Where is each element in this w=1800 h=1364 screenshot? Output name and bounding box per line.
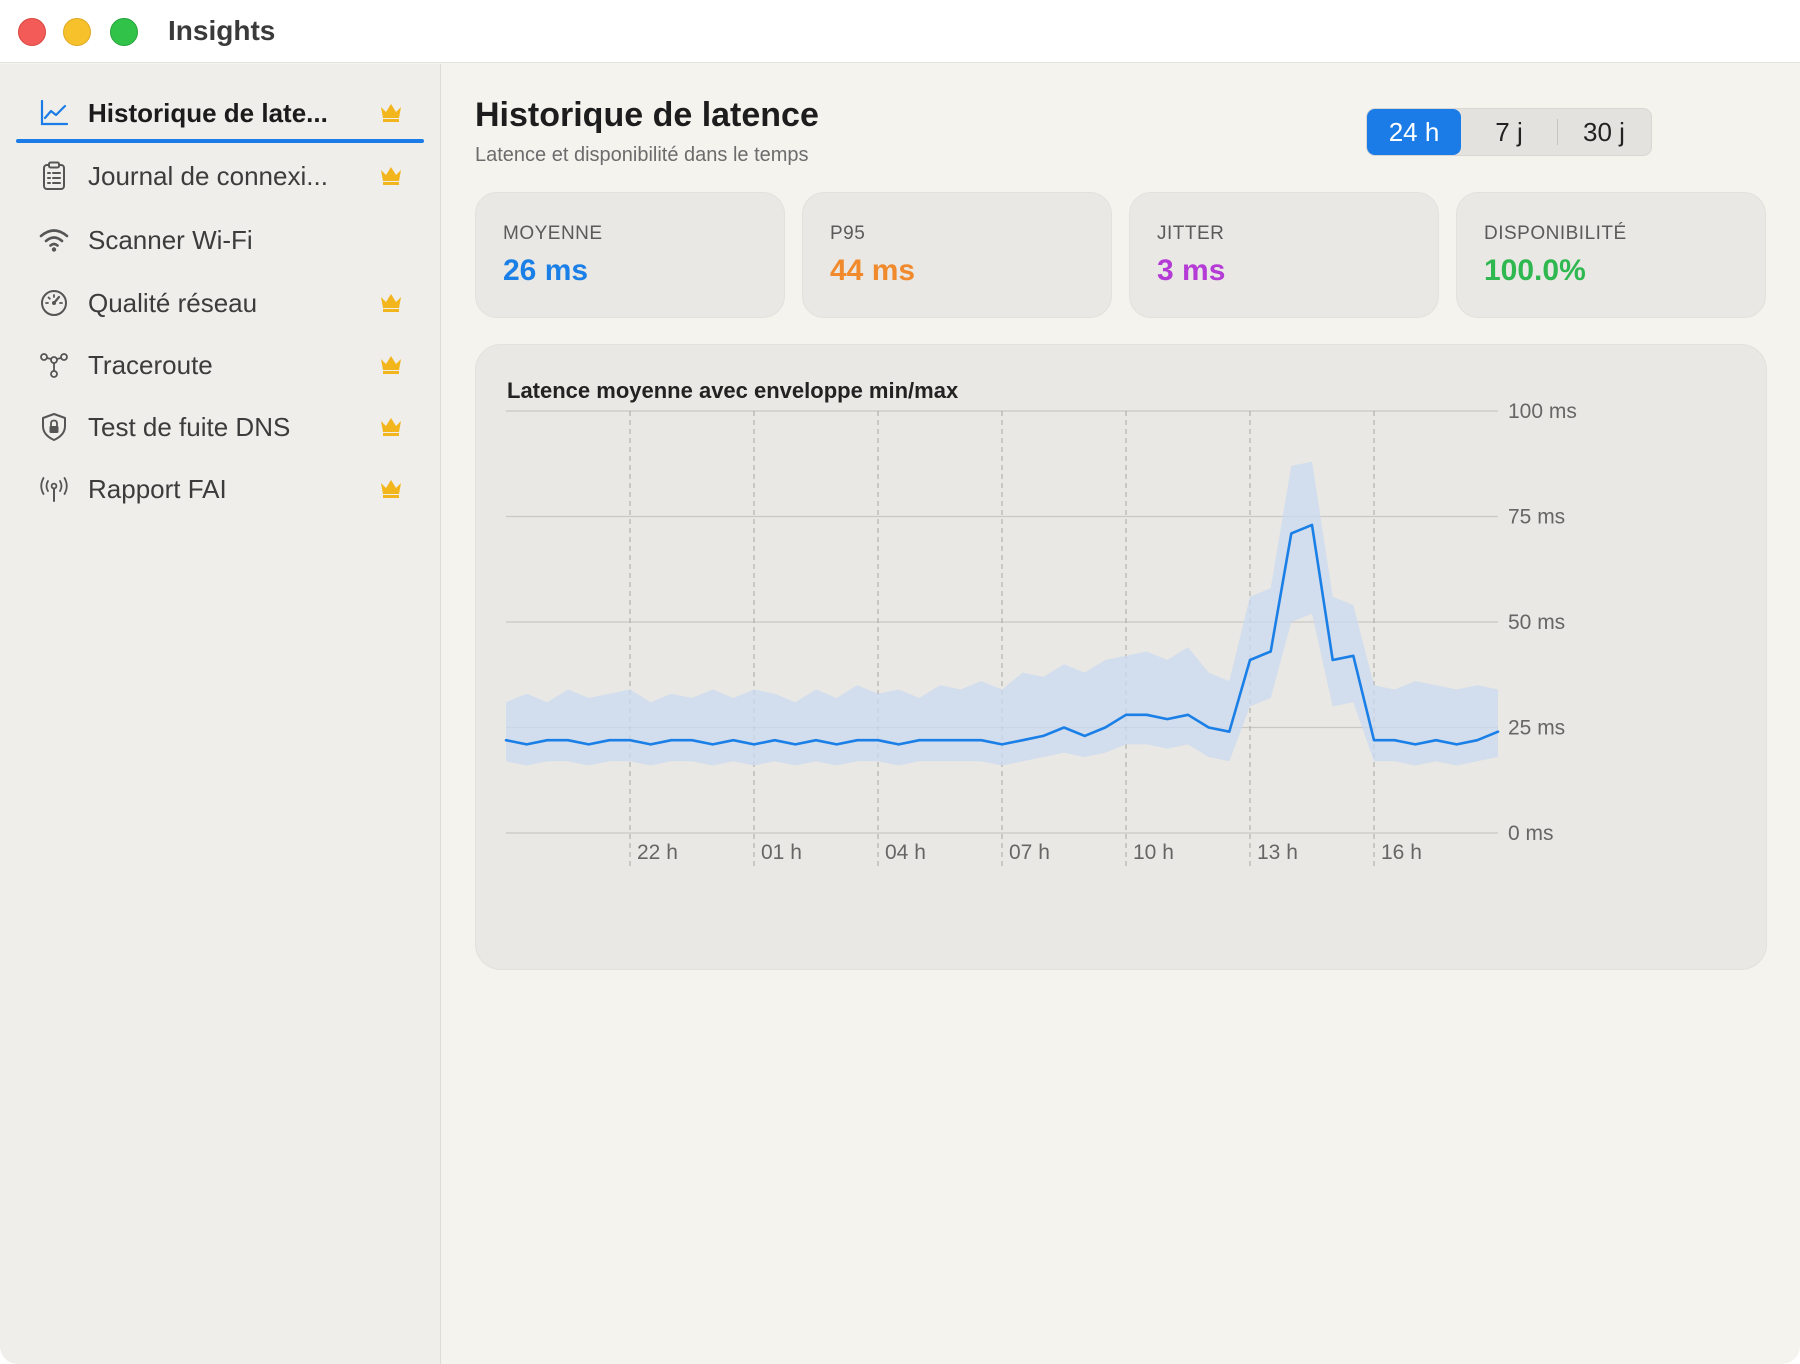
- crown-icon: [381, 356, 401, 374]
- sidebar-item-network-quality[interactable]: Qualité réseau: [16, 275, 424, 331]
- average-latency-line: [504, 523, 1500, 746]
- range-option-24h[interactable]: 24 h: [1367, 109, 1461, 155]
- sidebar-item-label: Historique de late...: [88, 98, 328, 128]
- page-subtitle: Latence et disponibilité dans le temps: [475, 144, 809, 166]
- x-tick-label: 22 h: [637, 841, 678, 864]
- sidebar-item-label: Scanner Wi-Fi: [88, 225, 253, 255]
- page-title: Historique de latence: [475, 96, 819, 134]
- range-option-7d[interactable]: 7 j: [1495, 117, 1523, 147]
- window-title: Insights: [168, 15, 276, 46]
- lock-shield-icon: [42, 413, 66, 441]
- stat-value: 44 ms: [830, 254, 916, 287]
- crown-icon: [381, 104, 401, 122]
- x-tick-label: 01 h: [761, 841, 802, 864]
- crown-icon: [381, 418, 401, 436]
- clipboard-list-icon: [43, 161, 65, 190]
- line-chart-icon: [40, 99, 69, 126]
- stat-value: 26 ms: [503, 254, 589, 287]
- chart-title: Latence moyenne avec enveloppe min/max: [507, 378, 959, 403]
- stat-label: P95: [830, 223, 866, 244]
- sidebar-item-label: Test de fuite DNS: [88, 412, 291, 442]
- gauge-icon: [41, 290, 67, 316]
- x-tick-label: 04 h: [885, 841, 926, 864]
- segment-divider: [1557, 119, 1558, 145]
- stat-card-p95: P95 44 ms: [802, 192, 1112, 318]
- min-max-envelope: [506, 461, 1498, 766]
- minimize-window-button[interactable]: [63, 18, 91, 46]
- stat-card-average: MOYENNE 26 ms: [475, 192, 785, 318]
- x-tick-label: 10 h: [1133, 841, 1174, 864]
- sidebar-item-wifi-scanner[interactable]: Scanner Wi-Fi: [16, 212, 424, 268]
- crown-icon: [381, 480, 401, 498]
- y-tick-label: 75 ms: [1508, 506, 1565, 529]
- sidebar-item-latency-history[interactable]: Historique de late...: [16, 85, 424, 143]
- antenna-icon: [40, 477, 68, 502]
- x-tick-label: 16 h: [1381, 841, 1422, 864]
- x-tick-label: 13 h: [1257, 841, 1298, 864]
- time-range-selector: 24 h 7 j 30 j: [1366, 108, 1652, 156]
- title-bar: Insights: [0, 0, 1800, 63]
- sidebar-item-traceroute[interactable]: Traceroute: [16, 337, 424, 393]
- stat-card-jitter: JITTER 3 ms: [1129, 192, 1439, 318]
- main-content: Historique de latence Latence et disponi…: [442, 64, 1800, 1364]
- x-tick-label: 07 h: [1009, 841, 1050, 864]
- stat-value: 100.0%: [1484, 254, 1586, 287]
- stat-label: DISPONIBILITÉ: [1484, 223, 1627, 244]
- y-tick-label: 0 ms: [1508, 822, 1554, 845]
- stat-label: JITTER: [1157, 223, 1225, 244]
- sidebar: Historique de late... Journal de connexi…: [0, 64, 441, 1364]
- sidebar-item-connection-log[interactable]: Journal de connexi...: [16, 148, 424, 204]
- y-tick-label: 100 ms: [1508, 400, 1577, 423]
- close-window-button[interactable]: [18, 18, 46, 46]
- y-tick-label: 50 ms: [1508, 611, 1565, 634]
- sidebar-item-isp-report[interactable]: Rapport FAI: [16, 461, 424, 517]
- sidebar-item-label: Traceroute: [88, 350, 213, 380]
- crown-icon: [381, 167, 401, 185]
- y-tick-label: 25 ms: [1508, 717, 1565, 740]
- crown-icon: [381, 294, 401, 312]
- range-option-30d[interactable]: 30 j: [1583, 117, 1625, 147]
- sidebar-item-label: Qualité réseau: [88, 288, 258, 318]
- wifi-icon: [39, 229, 69, 252]
- stat-card-availability: DISPONIBILITÉ 100.0%: [1456, 192, 1766, 318]
- stat-value: 3 ms: [1157, 254, 1226, 287]
- network-nodes-icon: [40, 353, 68, 378]
- stat-label: MOYENNE: [503, 223, 603, 244]
- sidebar-item-label: Journal de connexi...: [88, 161, 328, 191]
- sidebar-item-dns-leak-test[interactable]: Test de fuite DNS: [16, 399, 424, 455]
- sidebar-item-label: Rapport FAI: [88, 474, 227, 504]
- latency-chart: 0 ms 25 ms 50 ms 75 ms 100 ms 22 h 01 h 04 h 07 …: [504, 400, 1577, 869]
- zoom-window-button[interactable]: [110, 18, 138, 46]
- latency-chart-card: Latence moyenne avec enveloppe min/max 0…: [475, 344, 1767, 970]
